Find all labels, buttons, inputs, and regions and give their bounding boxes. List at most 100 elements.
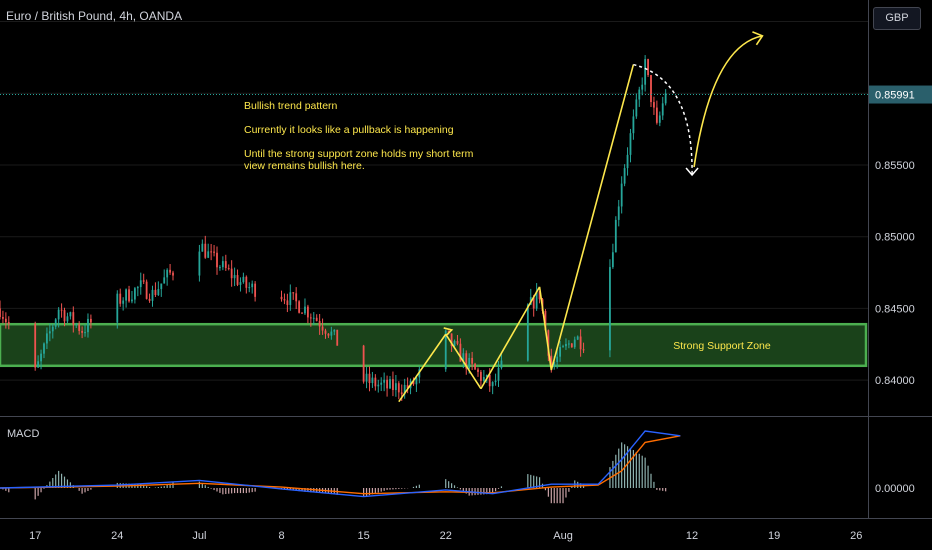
candle-body — [133, 288, 136, 300]
price-tick-label: 0.84000 — [875, 375, 915, 387]
candle-body — [78, 324, 81, 331]
candle-body — [2, 317, 4, 319]
candles — [0, 55, 667, 402]
candle-body — [46, 333, 48, 344]
candle-body — [394, 383, 397, 391]
candle-body — [306, 306, 309, 318]
time-tick-label: 24 — [111, 530, 123, 542]
candle-body — [480, 371, 482, 381]
note-line-2: Currently it looks like a pullback is ha… — [244, 124, 454, 136]
note-line-3: Until the strong support zone holds my s… — [244, 148, 474, 160]
candle-body — [43, 343, 45, 354]
candle-body — [330, 331, 333, 336]
candle-body — [491, 382, 494, 387]
candle-body — [163, 277, 166, 284]
symbol-title[interactable]: Euro / British Pound, 4h, OANDA — [6, 9, 183, 23]
candle-body — [368, 373, 371, 384]
price-tick-label: 0.85500 — [875, 160, 915, 172]
candle-body — [403, 384, 406, 395]
time-tick-label: Aug — [553, 530, 573, 542]
candle-body — [333, 329, 336, 332]
candle-body — [453, 341, 456, 347]
candle-body — [224, 261, 227, 269]
candle-body — [40, 353, 42, 362]
candle-body — [611, 252, 614, 268]
candle-body — [462, 353, 465, 362]
time-tick-label: 8 — [278, 530, 284, 542]
candle-body — [500, 360, 503, 368]
candle-body — [406, 384, 409, 389]
candle-body — [535, 291, 538, 309]
candle-body — [145, 281, 148, 299]
candle-body — [614, 219, 617, 253]
candle-body — [236, 275, 239, 285]
candle-body — [221, 261, 224, 268]
candle-body — [148, 298, 151, 301]
candle-body — [169, 269, 171, 273]
candle-body — [664, 93, 667, 104]
candle-body — [579, 336, 582, 350]
trend-leg-4 — [538, 286, 553, 371]
candle-body — [374, 377, 377, 387]
candle-body — [4, 318, 7, 323]
candle-body — [550, 355, 553, 367]
candle-body — [242, 276, 245, 283]
candle-body — [336, 329, 339, 346]
time-tick-label: 26 — [850, 530, 862, 542]
candle-body — [245, 276, 248, 288]
candle-body — [383, 379, 386, 383]
candle-body — [72, 312, 75, 325]
candle-body — [7, 322, 10, 324]
candle-body — [142, 280, 145, 282]
candle-body — [166, 269, 169, 278]
note-line-4: view remains bullish here. — [244, 160, 365, 172]
candle-body — [321, 326, 324, 331]
candle-body — [122, 300, 125, 304]
candle-body — [465, 353, 468, 369]
candle-body — [227, 268, 230, 270]
candle-body — [647, 59, 649, 76]
candle-body — [48, 331, 51, 334]
candle-body — [151, 289, 154, 301]
candle-body — [471, 357, 474, 364]
candle-body — [582, 349, 585, 351]
time-tick-label: Jul — [192, 530, 206, 542]
candle-body — [60, 309, 63, 311]
candle-body — [547, 330, 550, 356]
candle-body — [362, 345, 365, 382]
candle-body — [559, 347, 562, 357]
price-tick-label: 0.85000 — [875, 232, 915, 244]
candle-body — [389, 379, 391, 389]
currency-button[interactable]: GBP — [873, 7, 921, 30]
candle-body — [576, 336, 579, 340]
candle-body — [160, 283, 163, 290]
candle-body — [459, 343, 462, 362]
candle-body — [650, 75, 652, 103]
candle-body — [477, 369, 479, 372]
trend-leg-3 — [480, 286, 541, 390]
candle-body — [289, 292, 292, 305]
candle-body — [412, 380, 415, 385]
candle-body — [617, 206, 620, 220]
support-zone — [0, 322, 868, 368]
candle-body — [450, 333, 453, 347]
candle-body — [210, 251, 213, 253]
candle-body — [154, 289, 157, 295]
candle-body — [415, 377, 418, 385]
candle-body — [57, 309, 60, 320]
candle-body — [497, 367, 500, 381]
candle-body — [327, 333, 330, 336]
candle-body — [315, 317, 318, 321]
candle-body — [204, 243, 207, 258]
candle-body — [230, 268, 233, 279]
candle-body — [125, 289, 128, 301]
time-tick-label: 15 — [357, 530, 369, 542]
candle-body — [488, 374, 491, 387]
candle-body — [562, 346, 564, 348]
candle-body — [34, 323, 37, 368]
candle-body — [626, 154, 629, 169]
candle-body — [66, 316, 69, 322]
candle-body — [386, 379, 388, 389]
candle-body — [456, 341, 459, 344]
